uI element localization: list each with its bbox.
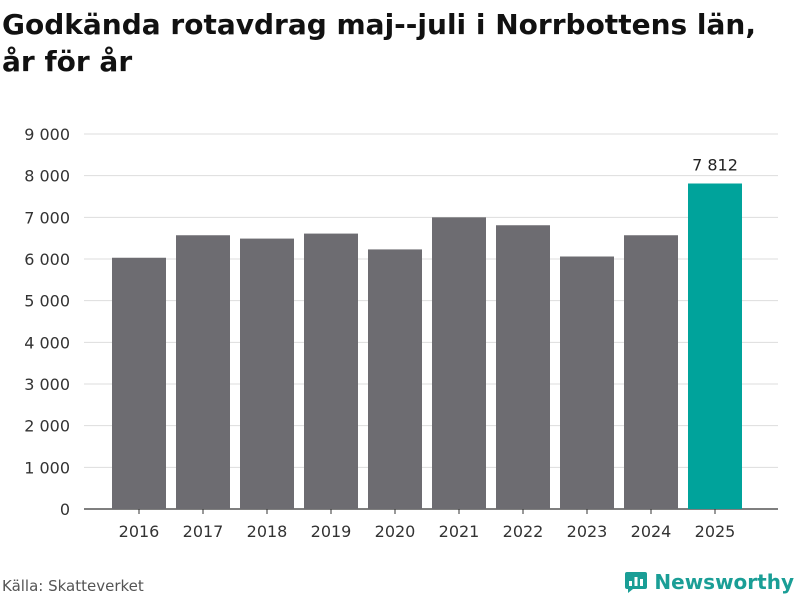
- chart-title: Godkända rotavdrag maj--juli i Norrbotte…: [2, 8, 756, 78]
- bar-2022: [496, 225, 550, 509]
- data-label: 7 812: [692, 156, 738, 175]
- bar-2016: [112, 257, 166, 509]
- y-axis-ticks: 0 1 000 2 000 3 000 4 000 5 000 6 000 7 000 8 00…: [24, 125, 70, 519]
- bar-2020: [368, 249, 422, 509]
- source-note: Källa: Skatteverket: [2, 577, 144, 595]
- bar-2023: [560, 256, 614, 509]
- bar-2025: [688, 183, 742, 509]
- x-tick-label: 2019: [311, 522, 352, 541]
- y-tick-label: 7 000: [24, 208, 70, 227]
- y-tick-label: 3 000: [24, 375, 70, 394]
- brand-name: Newsworthy: [654, 570, 794, 594]
- y-tick-label: 2 000: [24, 417, 70, 436]
- x-axis-ticks: 2016 2017 2018 2019 2020 2021 2022 2023 2024 2025: [119, 509, 736, 541]
- bar-2018: [240, 238, 294, 510]
- y-tick-label: 0: [60, 500, 70, 519]
- x-tick-label: 2021: [439, 522, 480, 541]
- bar-2019: [304, 233, 358, 510]
- x-tick-label: 2018: [247, 522, 288, 541]
- x-tick-label: 2025: [695, 522, 736, 541]
- x-tick-label: 2022: [503, 522, 544, 541]
- bars: [112, 183, 742, 510]
- x-tick-label: 2017: [183, 522, 224, 541]
- newsworthy-logo-icon: [625, 572, 648, 593]
- x-tick-label: 2023: [567, 522, 608, 541]
- bar-2017: [176, 235, 230, 509]
- y-tick-label: 9 000: [24, 125, 70, 144]
- y-tick-label: 6 000: [24, 250, 70, 269]
- y-tick-label: 1 000: [24, 458, 70, 477]
- x-tick-label: 2024: [631, 522, 672, 541]
- y-tick-label: 5 000: [24, 292, 70, 311]
- x-tick-label: 2016: [119, 522, 160, 541]
- y-tick-label: 4 000: [24, 333, 70, 352]
- bar-2021: [432, 217, 486, 510]
- brand-logo: Newsworthy: [624, 570, 794, 594]
- bar-2024: [624, 235, 678, 509]
- x-tick-label: 2020: [375, 522, 416, 541]
- y-tick-label: 8 000: [24, 167, 70, 186]
- data-labels: 7 812: [692, 156, 738, 175]
